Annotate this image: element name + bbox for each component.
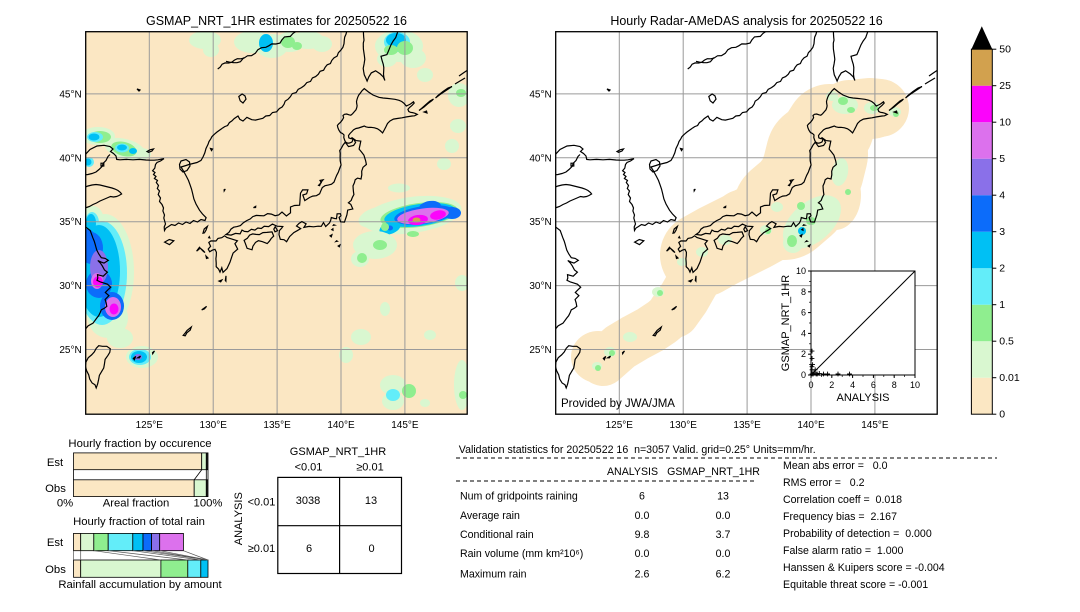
svg-text:145°E: 145°E [861, 420, 889, 431]
svg-text:0.0: 0.0 [716, 510, 731, 522]
svg-text:135°E: 135°E [263, 420, 291, 431]
svg-text:0.0: 0.0 [716, 548, 731, 560]
svg-text:Mean abs error = 0.0: Mean abs error = 0.0 [783, 460, 888, 472]
svg-text:0: 0 [808, 380, 813, 390]
svg-text:45°N: 45°N [529, 89, 551, 100]
svg-text:9.8: 9.8 [635, 529, 650, 541]
svg-text:ANALYSIS: ANALYSIS [233, 492, 245, 545]
svg-text:Est: Est [47, 537, 64, 549]
svg-text:Areal fraction: Areal fraction [103, 498, 170, 510]
svg-text:6.2: 6.2 [716, 569, 731, 581]
svg-text:ANALYSIS: ANALYSIS [837, 392, 890, 404]
svg-text:0.0: 0.0 [635, 548, 650, 560]
svg-text:35°N: 35°N [59, 217, 81, 228]
svg-text:Est: Est [47, 457, 64, 469]
svg-text:40°N: 40°N [529, 153, 551, 164]
svg-text:2.6: 2.6 [635, 569, 650, 581]
svg-text:0%: 0% [57, 498, 73, 510]
svg-text:10: 10 [910, 380, 920, 390]
svg-text:10: 10 [796, 266, 806, 276]
svg-text:Frequency bias = 2.167: Frequency bias = 2.167 [783, 511, 897, 523]
svg-text:False alarm ratio = 1.000: False alarm ratio = 1.000 [783, 545, 904, 557]
svg-text:6: 6 [801, 308, 806, 318]
svg-text:Hourly Radar-AMeDAS analysis f: Hourly Radar-AMeDAS analysis for 2025052… [610, 14, 882, 28]
svg-text:GSMAP_NRT_1HR: GSMAP_NRT_1HR [780, 275, 792, 371]
svg-text:45°N: 45°N [59, 89, 81, 100]
svg-text:2: 2 [999, 263, 1005, 275]
svg-text:6: 6 [306, 543, 312, 555]
svg-text:0: 0 [999, 409, 1005, 421]
svg-text:4: 4 [999, 190, 1005, 202]
svg-text:140°E: 140°E [797, 420, 825, 431]
svg-text:Hourly fraction of total rain: Hourly fraction of total rain [73, 516, 205, 528]
svg-text:0.0: 0.0 [635, 510, 650, 522]
svg-text:50: 50 [999, 44, 1011, 56]
svg-text:125°E: 125°E [606, 420, 634, 431]
svg-text:6: 6 [871, 380, 876, 390]
svg-text:5: 5 [999, 153, 1005, 165]
svg-text:8: 8 [801, 287, 806, 297]
svg-text:Rainfall accumulation by amoun: Rainfall accumulation by amount [58, 579, 222, 591]
svg-text:ANALYSIS: ANALYSIS [607, 466, 658, 478]
svg-text:135°E: 135°E [733, 420, 761, 431]
svg-text:Average rain: Average rain [460, 510, 520, 522]
svg-text:Maximum rain: Maximum rain [460, 569, 527, 581]
svg-text:30°N: 30°N [529, 281, 551, 292]
svg-text:<0.01: <0.01 [248, 497, 276, 509]
svg-text:Equitable threat score = -0.00: Equitable threat score = -0.001 [783, 579, 928, 591]
svg-text:4: 4 [801, 328, 806, 338]
svg-text:Obs: Obs [45, 564, 66, 576]
svg-text:Hourly fraction by occurence: Hourly fraction by occurence [68, 438, 211, 450]
svg-text:Correlation coeff = 0.018: Correlation coeff = 0.018 [783, 494, 902, 506]
svg-text:130°E: 130°E [200, 420, 228, 431]
svg-text:0: 0 [801, 370, 806, 380]
svg-text:25°N: 25°N [529, 345, 551, 356]
svg-text:Validation statistics for 2025: Validation statistics for 20250522 16 n=… [459, 444, 816, 456]
svg-text:≥0.01: ≥0.01 [356, 462, 383, 474]
svg-text:Provided by JWA/JMA: Provided by JWA/JMA [561, 398, 675, 410]
svg-text:RMS error = 0.2: RMS error = 0.2 [783, 477, 865, 489]
svg-text:0.01: 0.01 [999, 372, 1020, 384]
svg-text:6: 6 [639, 491, 645, 503]
svg-text:Hanssen & Kuipers score = -0.0: Hanssen & Kuipers score = -0.004 [783, 562, 945, 574]
svg-text:3038: 3038 [296, 495, 320, 507]
svg-text:25: 25 [999, 80, 1011, 92]
svg-text:13: 13 [365, 495, 377, 507]
svg-text:GSMAP_NRT_1HR estimates for 20: GSMAP_NRT_1HR estimates for 20250522 16 [146, 14, 407, 28]
svg-text:2: 2 [829, 380, 834, 390]
svg-text:GSMAP_NRT_1HR: GSMAP_NRT_1HR [290, 446, 386, 458]
svg-text:3: 3 [999, 226, 1005, 238]
svg-text:Conditional rain: Conditional rain [460, 529, 534, 541]
svg-text:Probability of detection = 0.: Probability of detection = 0.000 [783, 528, 932, 540]
svg-text:≥0.01: ≥0.01 [248, 543, 275, 555]
svg-text:3.7: 3.7 [716, 529, 731, 541]
svg-text:145°E: 145°E [391, 420, 419, 431]
svg-text:100%: 100% [194, 498, 223, 510]
svg-text:2: 2 [801, 349, 806, 359]
svg-text:Rain volume (mm km²10⁶): Rain volume (mm km²10⁶) [460, 548, 583, 560]
svg-text:<0.01: <0.01 [295, 462, 323, 474]
svg-text:140°E: 140°E [327, 420, 355, 431]
svg-text:Num of gridpoints raining: Num of gridpoints raining [460, 491, 578, 503]
svg-text:35°N: 35°N [529, 217, 551, 228]
svg-text:0.5: 0.5 [999, 336, 1014, 348]
svg-text:1: 1 [999, 299, 1005, 311]
svg-text:GSMAP_NRT_1HR: GSMAP_NRT_1HR [667, 466, 760, 478]
svg-text:10: 10 [999, 117, 1011, 129]
svg-text:30°N: 30°N [59, 281, 81, 292]
svg-text:0: 0 [368, 543, 374, 555]
svg-text:Obs: Obs [45, 483, 66, 495]
svg-text:25°N: 25°N [59, 345, 81, 356]
svg-text:13: 13 [717, 491, 729, 503]
svg-text:40°N: 40°N [59, 153, 81, 164]
svg-text:4: 4 [850, 380, 855, 390]
svg-text:130°E: 130°E [670, 420, 698, 431]
svg-text:125°E: 125°E [136, 420, 164, 431]
svg-text:8: 8 [892, 380, 897, 390]
